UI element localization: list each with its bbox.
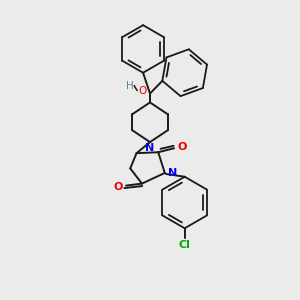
Text: H: H (126, 81, 134, 91)
Text: O: O (138, 85, 146, 96)
Text: O: O (177, 142, 186, 152)
Text: O: O (114, 182, 123, 192)
Text: N: N (146, 143, 154, 153)
Text: Cl: Cl (179, 240, 190, 250)
Text: N: N (168, 168, 177, 178)
